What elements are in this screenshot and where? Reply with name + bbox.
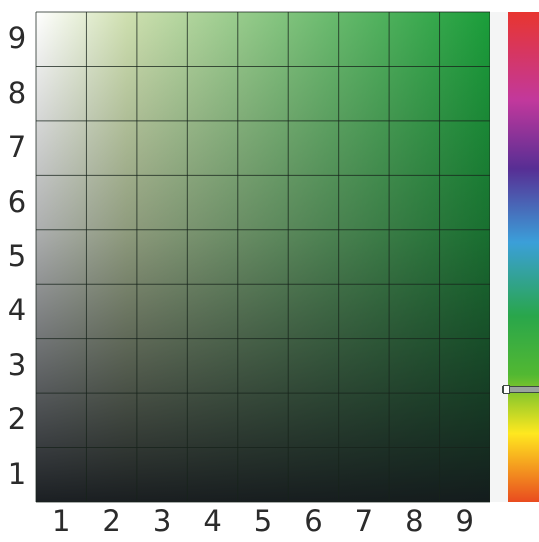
y-axis-label: 1 [7, 456, 27, 491]
y-axis-label: 5 [7, 239, 27, 273]
hue-spectrum-bar[interactable] [508, 12, 539, 502]
y-axis-label: 4 [7, 293, 27, 328]
x-axis-label: 1 [51, 504, 71, 538]
x-axis-label: 9 [455, 504, 474, 538]
color-gradient-field[interactable] [36, 12, 490, 502]
y-axis-label: 8 [7, 75, 27, 110]
x-axis-label: 8 [405, 504, 424, 538]
saturation-value-picker[interactable] [35, 11, 491, 503]
picker-grid [35, 11, 491, 503]
y-axis-label: 9 [7, 21, 27, 56]
x-axis-label: 7 [354, 504, 374, 538]
x-axis-label: 6 [304, 504, 323, 538]
hue-slider-handle[interactable] [502, 384, 539, 394]
y-axis-label: 2 [7, 402, 27, 437]
y-axis-label: 7 [7, 130, 27, 165]
x-axis-label: 5 [253, 504, 273, 538]
hue-slider[interactable] [502, 12, 539, 502]
x-axis-label: 3 [152, 504, 172, 538]
y-axis-label: 6 [7, 184, 27, 219]
x-axis-label: 2 [102, 504, 121, 538]
y-axis-label: 3 [7, 347, 27, 382]
picker-divider [490, 12, 508, 502]
x-axis-label: 4 [203, 504, 222, 538]
